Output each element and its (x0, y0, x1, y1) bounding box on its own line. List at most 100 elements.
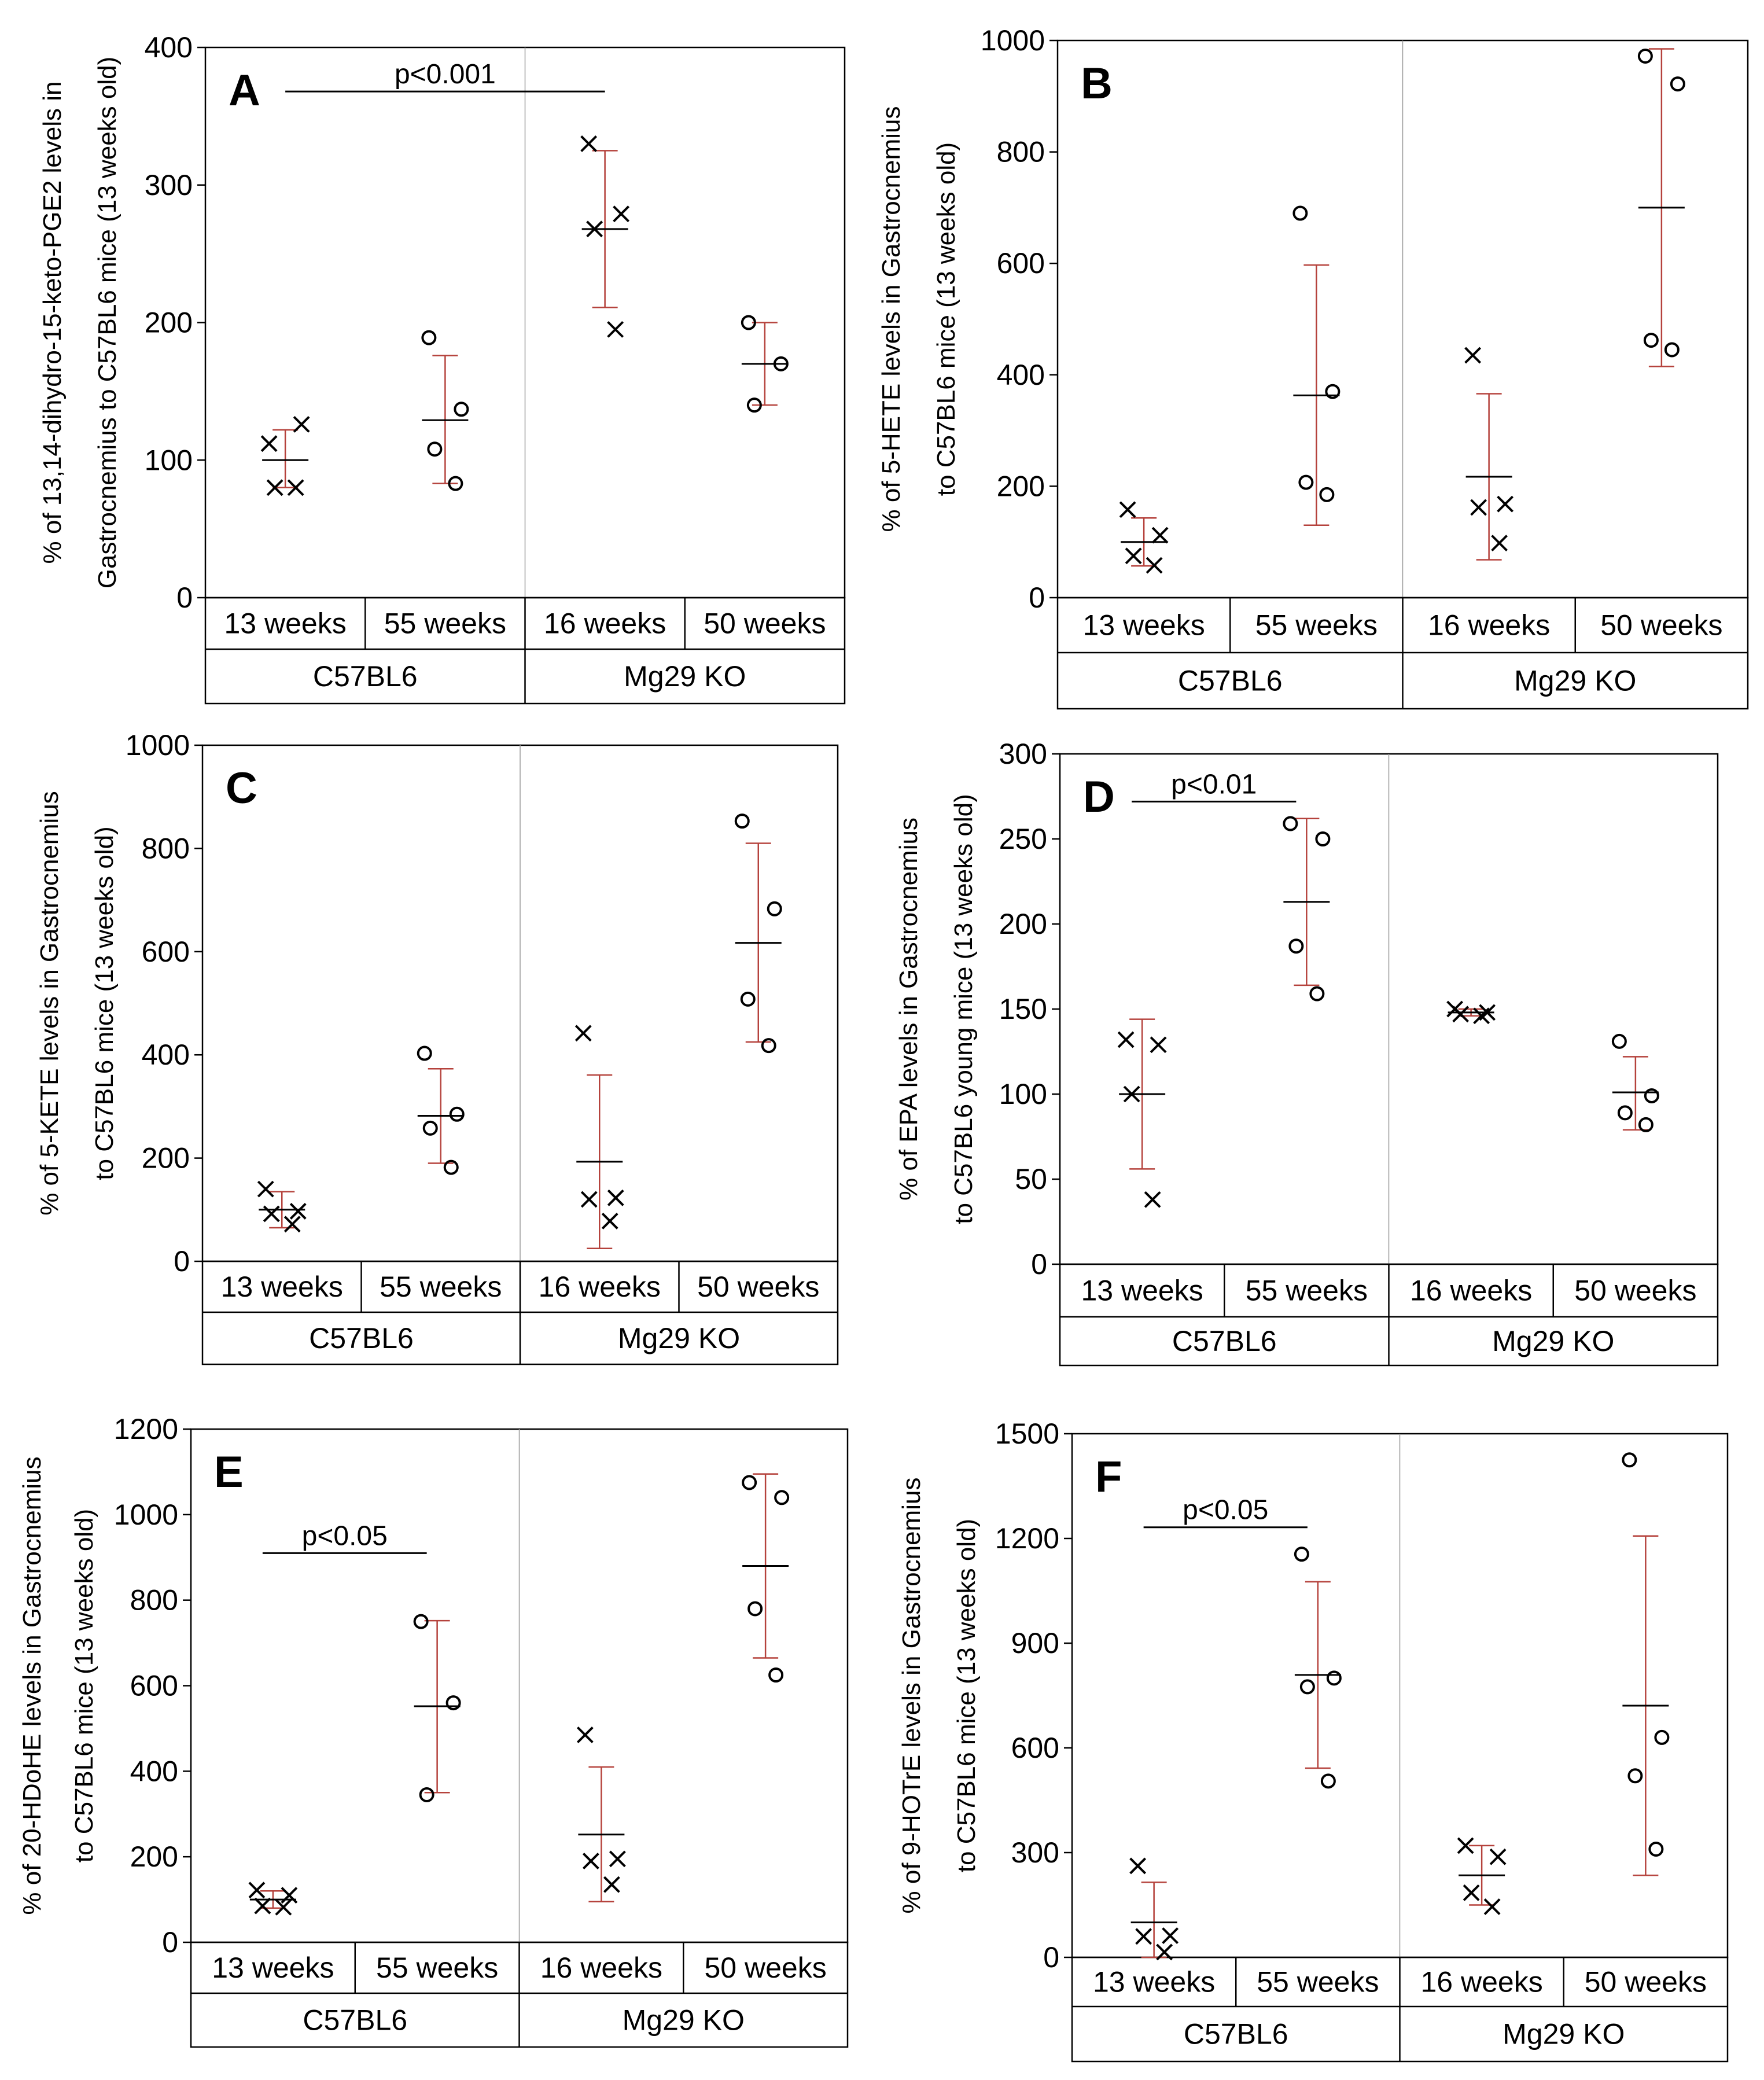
panel-letter: D (1083, 772, 1115, 822)
x-stroke (1151, 527, 1169, 544)
data-point-x (1129, 1857, 1147, 1875)
data-point-circle (1309, 986, 1325, 1002)
y-tick-label: 300 (145, 169, 193, 201)
y-tick-label: 1200 (114, 1413, 178, 1445)
data-point-circle (1648, 1841, 1664, 1857)
series-1 (417, 1045, 465, 1175)
x-stroke (586, 220, 603, 238)
data-point-circle (1325, 384, 1341, 399)
x-stroke (1457, 1837, 1474, 1854)
data-point-circle (742, 1475, 757, 1490)
data-point-circle (768, 1667, 784, 1683)
category-label: 55 weeks (380, 1271, 502, 1303)
x-stroke (1473, 1007, 1490, 1025)
series-0 (248, 1882, 298, 1916)
data-point-circle (1294, 1547, 1309, 1562)
category-label: 16 weeks (539, 1271, 661, 1303)
y-axis-title-line: to C57BL6 mice (13 weeks old) (70, 1509, 98, 1862)
category-label: 13 weeks (1093, 1966, 1215, 1998)
y-axis-title-line: % of EPA levels in Gastrocnemius (894, 818, 923, 1201)
x-stroke (603, 1876, 620, 1893)
data-point-x (1146, 557, 1163, 574)
data-point-x (607, 321, 624, 338)
significance-label: p<0.001 (395, 59, 496, 90)
data-point-x (1464, 347, 1482, 364)
category-label: 13 weeks (224, 608, 347, 640)
x-stroke (281, 1887, 298, 1904)
series-3 (1622, 1452, 1670, 1876)
category-label: 55 weeks (1246, 1275, 1368, 1307)
data-point-circle (445, 1695, 461, 1711)
category-label: 50 weeks (697, 1271, 819, 1303)
data-point-x (248, 1882, 266, 1899)
data-point-x (580, 135, 598, 152)
y-axis-title-line: to C57BL6 mice (13 weeks old) (952, 1519, 981, 1872)
x-stroke (1497, 495, 1514, 513)
y-tick-label: 800 (997, 136, 1045, 168)
data-point-circle (417, 1045, 432, 1061)
series-2 (1464, 347, 1514, 561)
series-3 (734, 813, 782, 1054)
data-point-x (1497, 495, 1514, 513)
data-point-circle (1617, 1105, 1633, 1121)
data-point-circle (419, 1787, 434, 1802)
panel-e: 0 200 400 600 800 1000 1200 % of 20-HDoHE level… (18, 1413, 849, 2048)
data-point-circle (1611, 1033, 1627, 1049)
y-tick-label: 100 (145, 444, 193, 476)
data-point-x (1150, 1036, 1167, 1054)
category-label: 13 weeks (221, 1271, 343, 1303)
category-label: 16 weeks (1428, 609, 1550, 642)
data-point-circle (1637, 48, 1653, 64)
y-axis-title-line: to C57BL6 mice (13 weeks old) (932, 142, 960, 496)
y-tick-label: 300 (999, 738, 1047, 770)
x-stroke (275, 1898, 292, 1916)
category-label: 55 weeks (376, 1952, 498, 1984)
x-stroke (582, 1853, 599, 1869)
x-stroke (1123, 1085, 1140, 1103)
y-tick-label: 50 (1015, 1163, 1047, 1195)
data-point-circle (1298, 474, 1314, 490)
data-point-x (1473, 1007, 1490, 1025)
y-tick-label: 400 (145, 31, 193, 64)
panel-letter: E (214, 1448, 244, 1497)
data-point-x (289, 1203, 307, 1220)
category-label: 55 weeks (384, 608, 506, 640)
y-tick-label: 200 (997, 470, 1045, 502)
x-stroke (1470, 499, 1487, 516)
data-point-x (254, 1897, 271, 1915)
significance-label: p<0.01 (1171, 769, 1257, 800)
data-point-circle (449, 1106, 465, 1122)
data-point-x (1144, 1191, 1161, 1208)
x-stroke (607, 321, 624, 338)
y-tick-label: 800 (130, 1584, 178, 1617)
category-label: 16 weeks (544, 608, 666, 640)
data-point-x (1156, 1943, 1173, 1961)
x-stroke (1119, 501, 1136, 518)
data-point-circle (773, 356, 789, 371)
x-stroke (580, 1191, 598, 1208)
series-3 (741, 315, 789, 413)
data-point-circle (1283, 816, 1298, 831)
data-point-circle (1638, 1117, 1653, 1132)
data-point-x (1483, 1898, 1501, 1915)
data-point-x (1489, 1848, 1507, 1865)
y-axis-title-line: % of 5-HETE levels in Gastrocnemius (877, 106, 905, 532)
data-point-x (283, 1216, 301, 1233)
data-point-circle (1664, 342, 1680, 358)
category-label: 16 weeks (1410, 1275, 1532, 1307)
series-2 (576, 1726, 626, 1903)
series-0 (260, 416, 310, 496)
category-label: 55 weeks (1257, 1966, 1379, 1998)
series-1 (1283, 816, 1331, 1002)
data-point-circle (1643, 333, 1659, 348)
x-stroke (1464, 347, 1482, 364)
y-tick-label: 200 (142, 1142, 190, 1175)
data-point-circle (443, 1159, 459, 1175)
y-tick-label: 1000 (114, 1499, 178, 1531)
data-point-x (260, 435, 278, 452)
category-label: 50 weeks (705, 1952, 827, 1984)
x-stroke (1117, 1031, 1135, 1048)
data-point-circle (767, 901, 782, 916)
series-2 (1446, 1000, 1496, 1025)
